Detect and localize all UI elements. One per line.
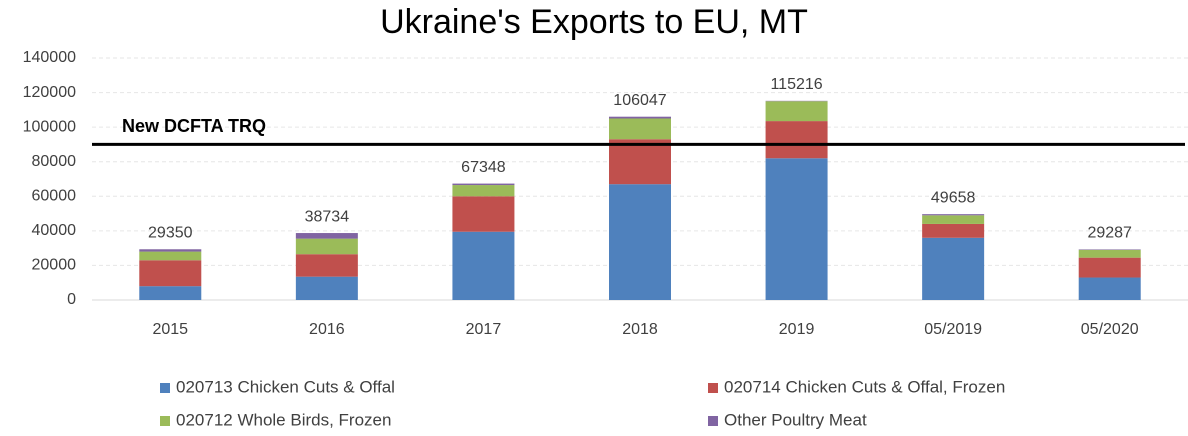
bar-segment <box>922 223 985 238</box>
bar-segment <box>1078 249 1141 258</box>
legend-swatch <box>708 383 718 393</box>
x-tick-label: 05/2020 <box>1081 321 1139 338</box>
chart-title: Ukraine's Exports to EU, MT <box>380 3 808 41</box>
total-label: 38734 <box>305 208 350 225</box>
legend: 020713 Chicken Cuts & Offal 020714 Chicke… <box>160 377 1005 429</box>
y-tick-label: 20000 <box>32 257 77 274</box>
bar-segment <box>765 121 828 159</box>
x-tick-label: 2018 <box>622 321 658 338</box>
bar-segment <box>609 184 671 300</box>
legend-label: 020714 Chicken Cuts & Offal, Frozen <box>724 377 1005 396</box>
bar-segment <box>139 249 202 252</box>
bar-segment <box>139 286 202 300</box>
reference-label: New DCFTA TRQ <box>122 116 266 136</box>
bar-segment <box>452 185 515 197</box>
legend-label: Other Poultry Meat <box>724 410 867 429</box>
bar-segment <box>295 254 358 277</box>
y-tick-label: 60000 <box>32 188 77 205</box>
legend-swatch <box>708 416 718 426</box>
x-tick-label: 2016 <box>309 321 345 338</box>
bar-segment <box>139 260 202 287</box>
bar-segment <box>452 231 515 300</box>
bar-segment <box>295 238 358 255</box>
bar-segment <box>609 139 671 185</box>
bar-segment <box>922 214 985 216</box>
bar-segment <box>295 233 358 239</box>
total-label: 106047 <box>613 92 666 109</box>
legend-label: 020712 Whole Birds, Frozen <box>176 410 391 429</box>
bar-segment <box>765 101 828 122</box>
bar-segment <box>922 215 985 224</box>
y-tick-label: 120000 <box>23 84 76 101</box>
bar-segment <box>452 183 515 186</box>
x-tick-label: 2017 <box>466 321 502 338</box>
bar-segment <box>452 196 515 232</box>
legend-label: 020713 Chicken Cuts & Offal <box>176 377 395 396</box>
total-label: 67348 <box>461 159 506 176</box>
total-label: 29287 <box>1087 225 1132 242</box>
x-tick-label: 2015 <box>152 321 188 338</box>
x-tick-label: 05/2019 <box>924 321 982 338</box>
y-tick-label: 40000 <box>32 222 77 239</box>
bar-segment <box>922 237 985 300</box>
bar-segment <box>1078 277 1141 300</box>
total-label: 49658 <box>931 189 976 206</box>
y-tick-label: 80000 <box>32 153 77 170</box>
bar-segment <box>1078 257 1141 278</box>
bar-segment <box>139 251 202 261</box>
bar-segment <box>295 276 358 300</box>
y-tick-label: 100000 <box>23 118 76 135</box>
bar-segment <box>765 158 828 300</box>
x-tick-label: 2019 <box>779 321 815 338</box>
legend-swatch <box>160 416 170 426</box>
y-tick-label: 0 <box>67 291 76 308</box>
total-label: 29350 <box>148 224 193 241</box>
total-label: 115216 <box>770 76 822 93</box>
legend-swatch <box>160 383 170 393</box>
bar-segment <box>609 116 671 119</box>
bar-segment <box>609 118 671 140</box>
y-tick-label: 140000 <box>23 49 76 66</box>
